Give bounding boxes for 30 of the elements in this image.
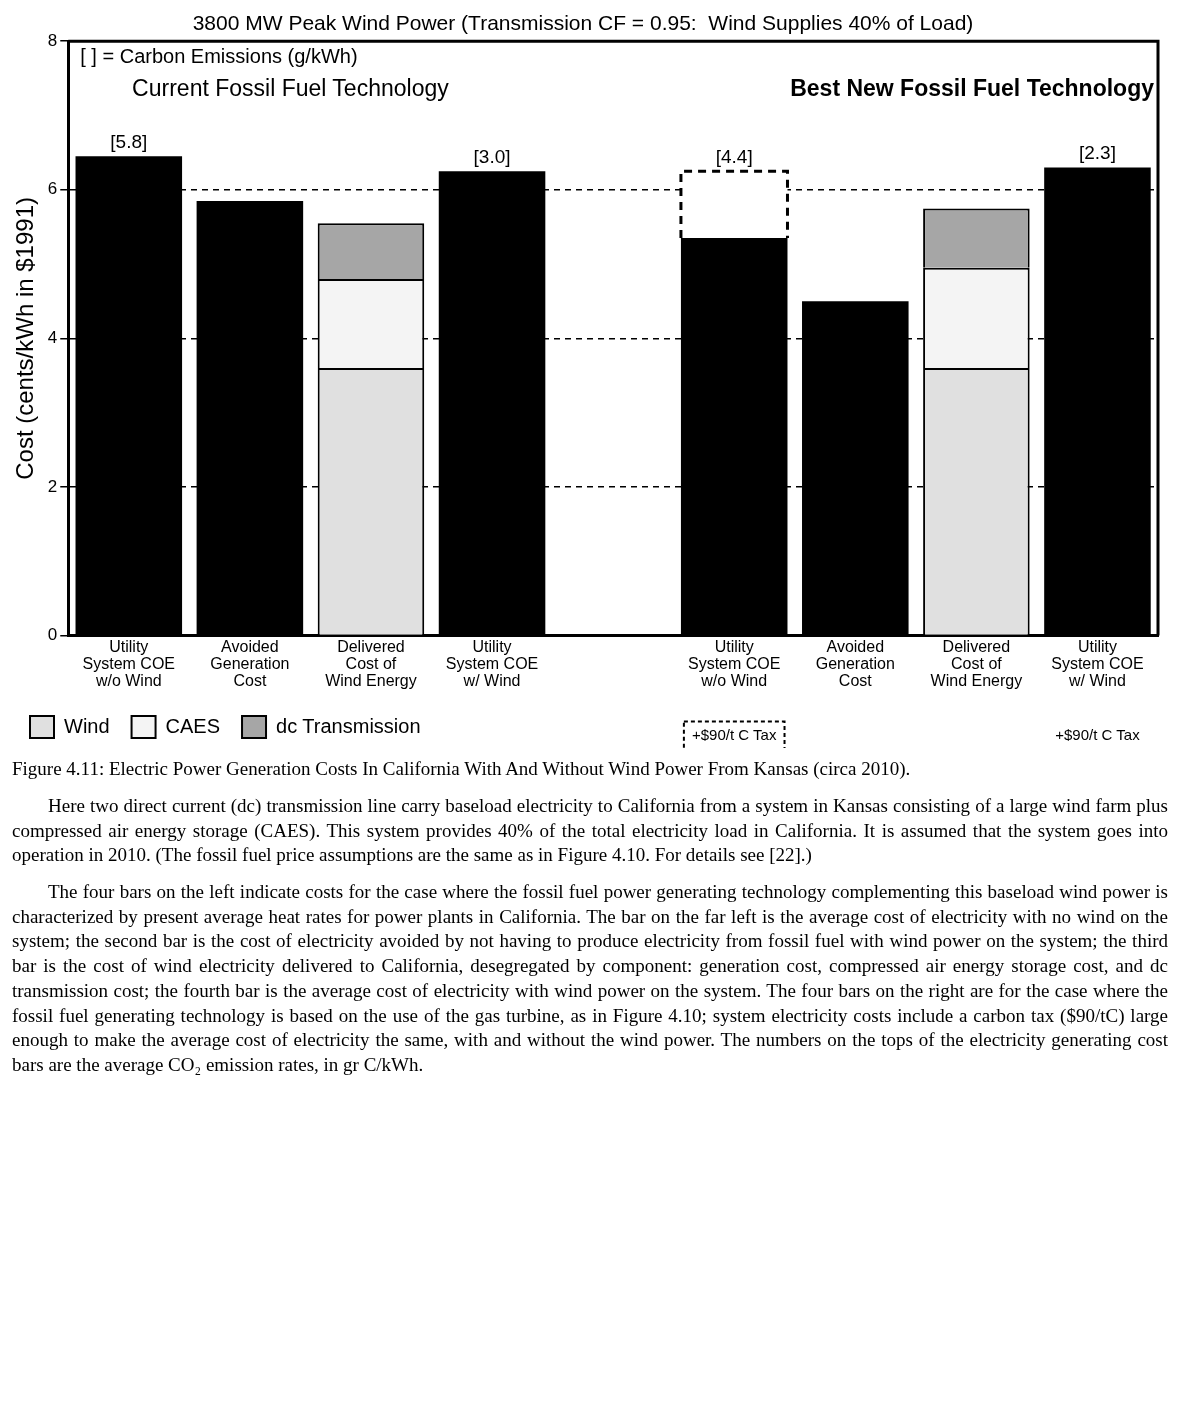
chart-title: 3800 MW Peak Wind Power (Transmission CF = 0.95: Wind Supplies 40% of Load): [192, 11, 974, 35]
legend-label: Wind: [64, 714, 110, 737]
x-tick-label: Utility System COE w/ Wind: [445, 638, 539, 690]
x-tick-label: Utility System COE w/o Wind: [687, 638, 781, 690]
text: +$90/t C Tax: [1055, 725, 1141, 743]
annotation: [ ] = Carbon Emissions (g/kWh): [80, 44, 358, 67]
annotation: Current Fossil Fuel Technology: [132, 74, 450, 101]
x-tick-label: Delivered Cost of Wind Energy: [325, 638, 417, 690]
text: The four bars on the left indicate costs for the case where the fossil fuel power generating technology complementing this baseload wind power is characterized by present average heat rates for power plants in California. The bar on the far left is the average cost of electricity with no wind on the system; the second bar is the cost of electricity avoided by not having to produce electricity from fossil fuel with wind power on the system; the third bar is the cost of wind electricity delivered to California, desegregated by component: generation cost, compressed air energy storage cost, and dc transmission cost; the fourth bar is the average cost of electricity with wind power on the system. The four bars on the right are for the case where the fossil fuel generating technology is based on the use of the gas turbine, as in Figure 4.10; system electricity costs include a carbon tax ($90/tC) large enough to make the average cost of electricity the same, with and without the wind power. The numbers on the tops of the electricity generating cost bars are the average CO₂ emission rates, in gr C/kWh.: [11, 880, 1168, 1077]
caption: Figure 4.11: Electric Power Generation Costs In California With And Without Wind Power From Kansas (circa 2010).: [11, 758, 912, 780]
annotation: [2.3]: [1078, 142, 1116, 164]
y-tick-label: 4: [47, 328, 58, 348]
x-tick-label: Utility System COE w/ Wind: [1051, 638, 1144, 690]
y-axis-title: Cost (cents/kWh in $1991): [11, 197, 39, 480]
annotation: [4.4]: [715, 145, 753, 167]
legend-label: CAES: [165, 714, 221, 737]
y-tick-label: 0: [47, 625, 58, 645]
y-tick-label: 2: [47, 476, 58, 496]
x-tick-label: Delivered Cost of Wind Energy: [930, 638, 1023, 690]
text: +$90/t C Tax: [692, 725, 777, 743]
annotation: [5.8]: [110, 131, 148, 153]
y-tick-label: 8: [47, 30, 58, 50]
text: Here two direct current (dc) transmission line carry baseload electricity to California from a system in Kansas consisting of a large wind farm plus compressed air energy storage (CAES). This system provides 40% of the total electricity load in California. It is assumed that the system goes into operation in 2010. (The fossil fuel price assumptions are the same as in Figure 4.10. For details see [22].): [11, 794, 1168, 868]
annotation: [3.0]: [473, 145, 511, 167]
x-tick-label: Utility System COE w/o Wind: [82, 638, 176, 690]
y-tick-label: 6: [47, 179, 58, 199]
x-tick-label: Avoided Generation Cost: [815, 638, 895, 690]
legend-label: dc Transmission: [276, 714, 421, 737]
x-tick-label: Avoided Generation Cost: [210, 638, 290, 690]
annotation: Best New Fossil Fuel Technology: [790, 74, 1155, 101]
